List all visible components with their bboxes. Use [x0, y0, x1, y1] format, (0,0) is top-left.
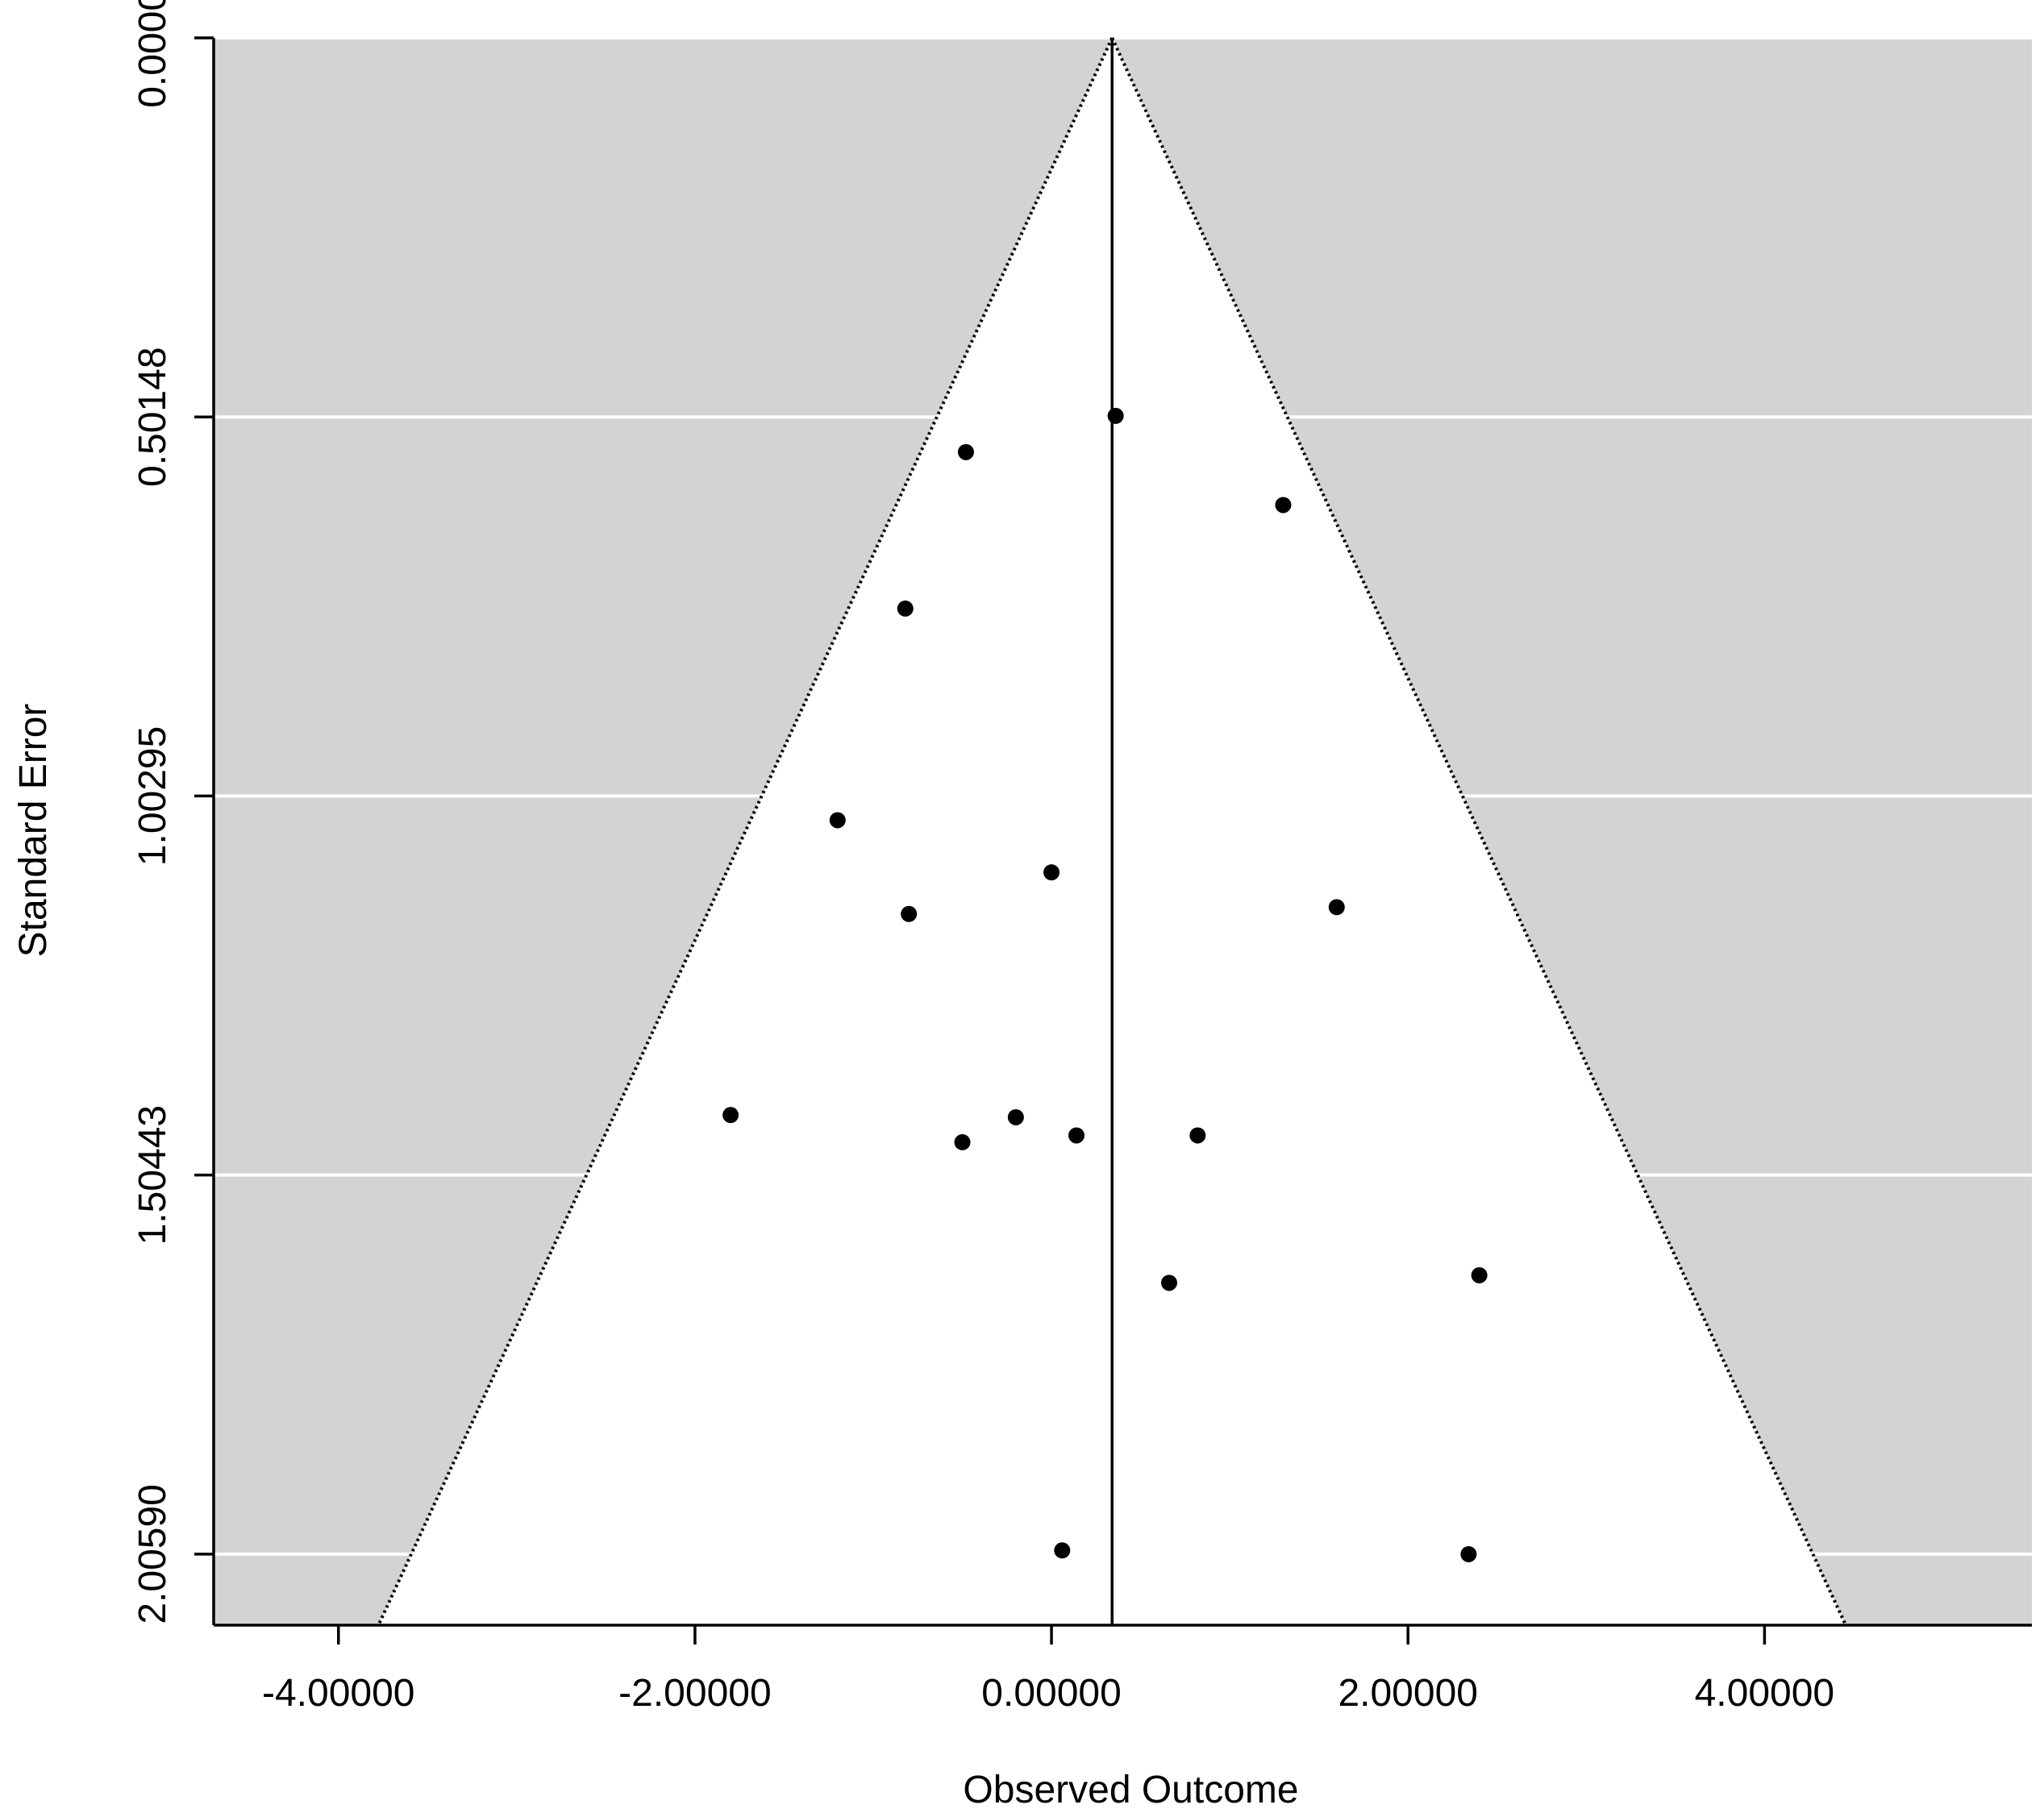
data-point	[1160, 1275, 1177, 1291]
y-tick-label: 1.00295	[131, 726, 174, 867]
funnel-left-bound	[377, 37, 1114, 1626]
data-point	[1043, 864, 1060, 881]
y-tick-label: 1.50443	[131, 1105, 174, 1245]
data-point	[954, 1133, 971, 1150]
x-tick-label: 2.00000	[1338, 1672, 1478, 1715]
y-axis-ticks: 0.00000 0.50148 1.00295 1.50443 2.00590	[131, 0, 214, 1624]
funnel-right-bound	[1110, 37, 1847, 1626]
data-point	[1460, 1545, 1477, 1562]
y-tick-label: 0.50148	[131, 347, 174, 487]
x-tick-label: -2.00000	[618, 1672, 772, 1715]
y-axis-label: Standard Error	[12, 704, 55, 958]
x-tick-label: 0.00000	[981, 1672, 1122, 1715]
data-point	[1275, 497, 1292, 514]
axes	[212, 38, 2032, 1627]
data-point	[1328, 899, 1345, 916]
data-point	[957, 443, 974, 460]
data-point	[722, 1107, 739, 1124]
data-point	[1471, 1266, 1488, 1283]
x-axis-ticks: -4.00000 -2.00000 0.00000 2.00000 4.00000	[262, 1625, 1834, 1715]
data-point	[901, 905, 918, 922]
x-axis-label: Observed Outcome	[963, 1769, 1298, 1811]
data-point	[829, 812, 846, 829]
x-tick-label: -4.00000	[262, 1672, 415, 1715]
y-tick-label: 2.00590	[131, 1484, 174, 1624]
data-point	[1107, 407, 1124, 424]
data-point	[1068, 1127, 1085, 1144]
x-tick-label: 4.00000	[1695, 1672, 1835, 1715]
data-points	[722, 407, 1488, 1562]
data-point	[1007, 1108, 1024, 1125]
data-point	[1054, 1542, 1071, 1559]
y-tick-label: 0.00000	[131, 0, 174, 108]
data-point	[1189, 1127, 1206, 1144]
data-point	[897, 600, 914, 617]
funnel-region	[377, 37, 1847, 1626]
